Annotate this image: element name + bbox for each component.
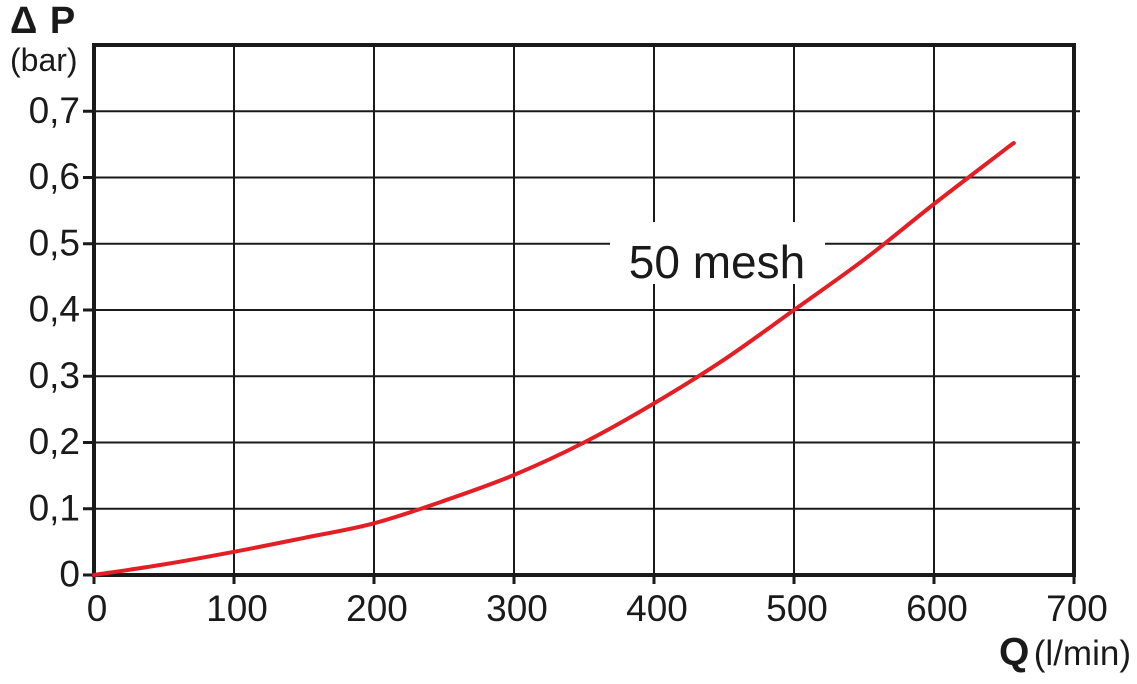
delta-p-symbol: Δ P xyxy=(10,0,77,42)
x-tick-label-700: 700 xyxy=(1046,588,1108,629)
series-label: 50 mesh xyxy=(629,236,805,288)
x-tick-label-0: 0 xyxy=(87,588,108,629)
y-tick-label-0,5: 0,5 xyxy=(29,222,80,263)
gridlines xyxy=(94,45,1074,575)
q-symbol: Q xyxy=(998,631,1030,674)
y-tick-label-0,2: 0,2 xyxy=(29,421,80,462)
y-axis-title: Δ P (bar) xyxy=(10,2,78,76)
y-tick-label-0,7: 0,7 xyxy=(29,90,80,131)
x-axis-unit: (l/min) xyxy=(1033,634,1131,673)
x-tick-label-200: 200 xyxy=(346,588,408,629)
x-tick-label-300: 300 xyxy=(486,588,548,629)
x-tick-label-500: 500 xyxy=(766,588,828,629)
y-tick-label-0: 0 xyxy=(59,554,80,595)
series-label-background xyxy=(610,222,825,284)
tick-marks xyxy=(83,109,1080,584)
x-tick-label-100: 100 xyxy=(206,588,268,629)
y-axis-unit: (bar) xyxy=(10,42,78,78)
series-annotation: 50 mesh xyxy=(610,222,825,288)
x-axis-title: Q (l/min) xyxy=(999,633,1131,672)
y-tick-label-0,3: 0,3 xyxy=(29,355,80,396)
curve-50-mesh xyxy=(92,141,1016,577)
y-tick-label-0,4: 0,4 xyxy=(29,289,80,330)
y-tick-label-0,1: 0,1 xyxy=(29,487,80,528)
x-tick-label-600: 600 xyxy=(906,588,968,629)
y-tick-label-0,6: 0,6 xyxy=(29,156,80,197)
x-tick-label-400: 400 xyxy=(626,588,688,629)
tick-labels: 0 100 200 300 400 500 600 700 0 0,1 0,2 0,3 0,4 0,5 0,… xyxy=(29,90,1108,629)
